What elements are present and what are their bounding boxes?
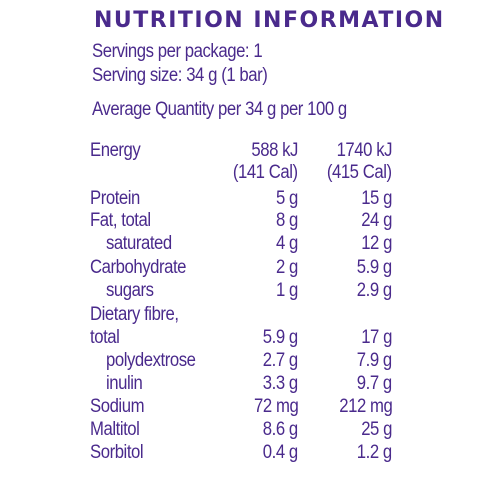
- nutrient-name: Fat, total: [90, 210, 151, 231]
- per-100g-value: 1.2 g: [357, 442, 392, 463]
- nutrient-name: sugars: [106, 280, 154, 301]
- table-row-polydextrose: polydextrose 2.7 g 7.9 g: [90, 350, 420, 374]
- nutrient-name: Maltitol: [90, 419, 140, 440]
- per-100g-value: (415 Cal): [327, 162, 392, 183]
- per-100g-value: 25 g: [361, 419, 392, 440]
- serving-size: Serving size: 34 g (1 bar): [92, 65, 268, 86]
- table-row-protein: Protein 5 g 15 g: [90, 188, 420, 212]
- per-100g-value: 9.7 g: [357, 373, 392, 394]
- per-100g-value: 12 g: [361, 233, 392, 254]
- per-100g-value: 17 g: [361, 327, 392, 348]
- table-row-sodium: Sodium 72 mg 212 mg: [90, 396, 420, 420]
- nutrient-name: Protein: [90, 188, 140, 209]
- nutrient-name: Dietary fibre,: [90, 304, 179, 325]
- table-row-fibre-total: total 5.9 g 17 g: [90, 327, 420, 351]
- per-100g-value: 15 g: [361, 188, 392, 209]
- per-serving-value: 5 g: [276, 188, 298, 209]
- table-row-fat-total: Fat, total 8 g 24 g: [90, 210, 420, 234]
- per-100g-value: 2.9 g: [357, 280, 392, 301]
- nutrient-name: polydextrose: [106, 350, 196, 371]
- per-serving-value: 0.4 g: [263, 442, 298, 463]
- table-row-inulin: inulin 3.3 g 9.7 g: [90, 373, 420, 397]
- per-serving-value: 72 mg: [253, 396, 299, 417]
- table-row-energy-cal: (141 Cal) (415 Cal): [90, 162, 420, 186]
- nutrient-name: inulin: [106, 373, 143, 394]
- nutrient-name: Sodium: [90, 396, 145, 417]
- per-100g-value: 212 mg: [338, 396, 393, 417]
- per-serving-value: 8 g: [276, 210, 298, 231]
- table-row-maltitol: Maltitol 8.6 g 25 g: [90, 419, 420, 443]
- per-serving-value: 8.6 g: [263, 419, 298, 440]
- table-row-sorbitol: Sorbitol 0.4 g 1.2 g: [90, 442, 420, 466]
- table-row-saturated: saturated 4 g 12 g: [90, 233, 420, 257]
- table-row-carbohydrate: Carbohydrate 2 g 5.9 g: [90, 257, 420, 281]
- nutrient-name: Carbohydrate: [90, 257, 187, 278]
- table-row-energy: Energy 588 kJ 1740 kJ: [90, 140, 420, 164]
- per-serving-value: 2 g: [276, 257, 298, 278]
- nutrient-name: total: [90, 327, 120, 348]
- per-100g-value: 1740 kJ: [336, 140, 393, 161]
- nutrient-name: saturated: [106, 233, 172, 254]
- per-serving-value: 4 g: [276, 233, 298, 254]
- per-serving-value: 588 kJ: [251, 140, 298, 161]
- nutrient-name: Sorbitol: [90, 442, 144, 463]
- nutrient-name: Energy: [90, 140, 141, 161]
- per-100g-value: 7.9 g: [357, 350, 392, 371]
- per-serving-value: 2.7 g: [263, 350, 298, 371]
- servings-per-package: Servings per package: 1: [92, 41, 263, 62]
- panel-title: NUTRITION INFORMATION: [94, 8, 445, 33]
- per-serving-value: (141 Cal): [233, 162, 298, 183]
- per-serving-value: 5.9 g: [263, 327, 298, 348]
- table-row-dietary-fibre: Dietary fibre,: [90, 304, 420, 328]
- table-row-sugars: sugars 1 g 2.9 g: [90, 280, 420, 304]
- column-header: Average Quantity per 34 g per 100 g: [92, 99, 347, 120]
- per-serving-value: 1 g: [276, 280, 298, 301]
- per-serving-value: 3.3 g: [263, 373, 298, 394]
- per-100g-value: 5.9 g: [357, 257, 392, 278]
- per-100g-value: 24 g: [361, 210, 392, 231]
